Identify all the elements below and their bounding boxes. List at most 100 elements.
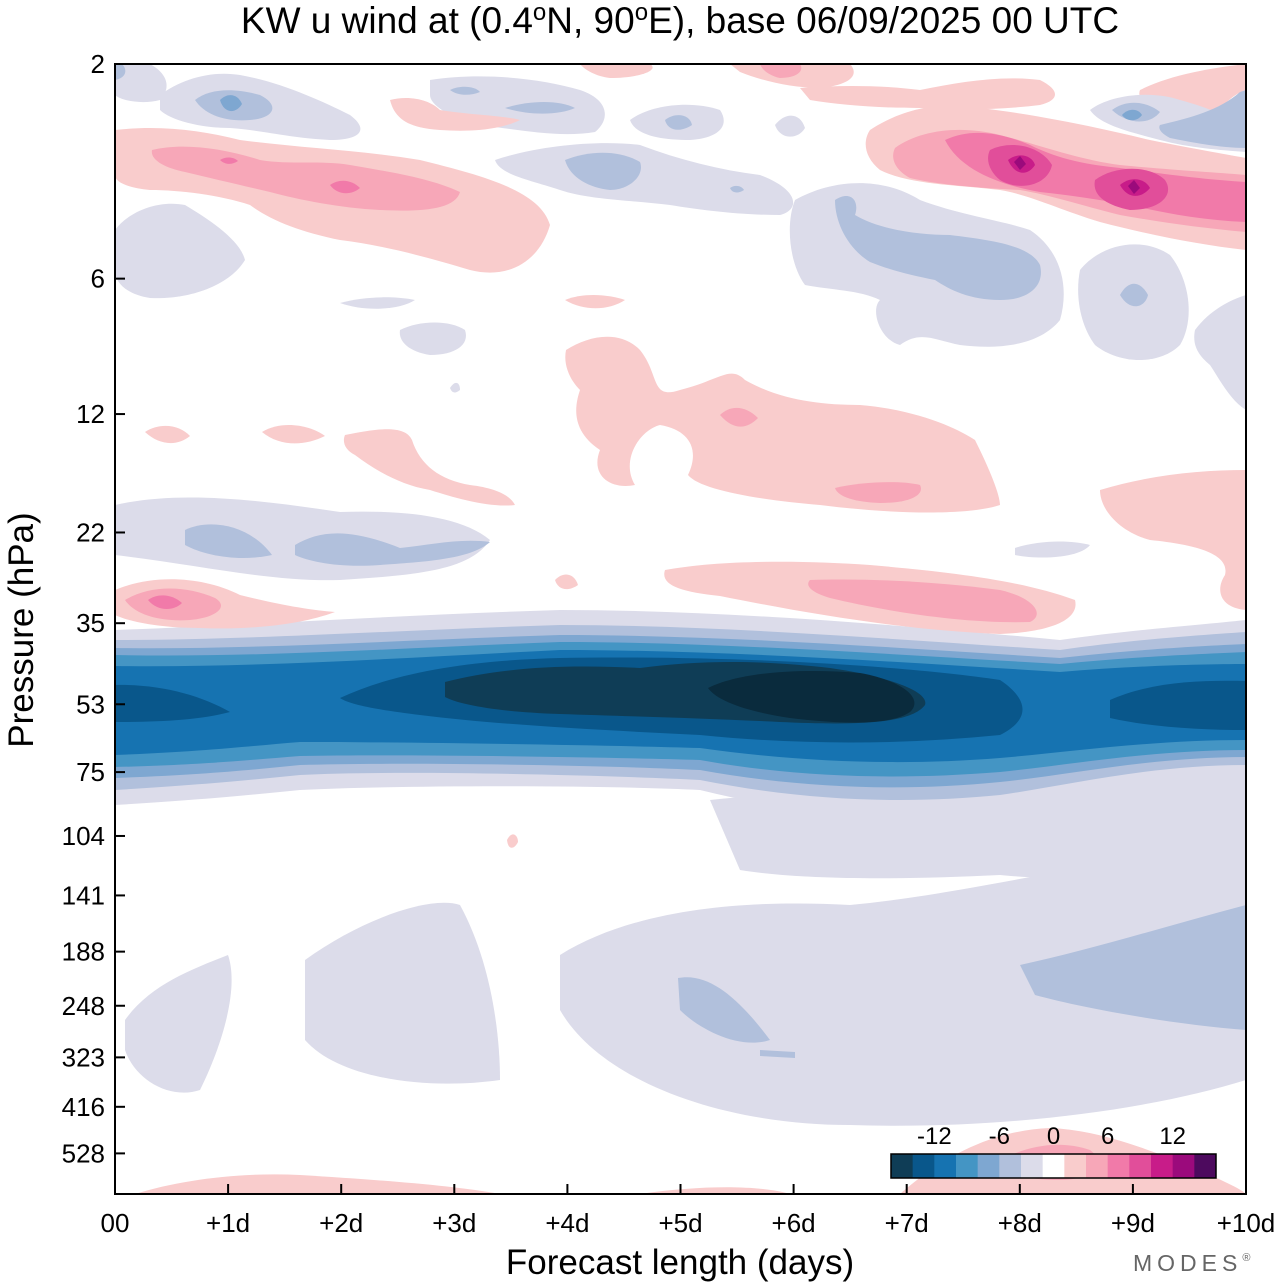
contour-upper-west-max-2 (1128, 180, 1140, 194)
y-tick-label: 141 (62, 880, 105, 910)
contour-mid-east-band-small (730, 185, 744, 193)
y-tick-label: 104 (62, 821, 105, 851)
contour-strat-west-band-strong-2 (220, 157, 238, 164)
contour-midstrat-west-mod (720, 407, 758, 427)
colorbar-cell (1042, 1154, 1065, 1178)
contour-jet-minus-12-west (115, 684, 230, 722)
contour-tropo-easterly-moderate-2 (678, 977, 770, 1043)
contour-top-east-left (115, 64, 167, 103)
contour-top-west-2-mod (760, 64, 802, 78)
contour-lowstrat-east-small (1015, 541, 1090, 558)
contour-upper-east-far-right-mod (1120, 283, 1148, 307)
colorbar-cell (1086, 1154, 1109, 1178)
y-tick-label: 22 (76, 517, 105, 547)
x-axis-label: Forecast length (days) (506, 1243, 854, 1282)
colorbar-cell (1172, 1154, 1195, 1178)
x-tick-label: +4d (545, 1208, 589, 1238)
colorbar: -12 -6 0 6 12 (890, 1123, 1217, 1179)
contour-upper-west-max-1 (1014, 156, 1026, 170)
contour-midstrat-east-left-2 (340, 297, 415, 309)
contour-bottom-west-weak (135, 1174, 500, 1194)
colorbar-cell (956, 1154, 979, 1178)
colorbar-cell (1107, 1154, 1130, 1178)
x-tick-label: +9d (1111, 1208, 1155, 1238)
contour-top-east-3b (450, 86, 480, 95)
y-tick-label: 528 (62, 1138, 105, 1168)
contour-top-east-3-mod (505, 102, 575, 114)
contour-tropo-easterly-weak-2 (305, 902, 500, 1084)
colorbar-cell (1064, 1154, 1087, 1178)
y-axis-label: Pressure (hPa) (2, 512, 41, 747)
colorbar-labels: -12 -6 0 6 12 (917, 1123, 1186, 1150)
colorbar-cell (1129, 1154, 1152, 1178)
contour-tropo-easterly-moderate-3 (760, 1050, 795, 1058)
title-part-2: N, 90 (546, 0, 634, 41)
y-tick-label: 188 (62, 937, 105, 967)
contour-midstrat-west-small-4 (507, 834, 518, 848)
contour-midstrat-west-weak (565, 336, 1000, 513)
contour-top-west-1 (580, 64, 653, 78)
y-tick-label: 416 (62, 1092, 105, 1122)
colorbar-label: 12 (1159, 1123, 1186, 1150)
title-degree-1: o (533, 0, 546, 26)
contour-tropo-easterly-weak (560, 840, 1246, 1126)
colorbar-label: -12 (917, 1123, 952, 1150)
contour-jet-minus-12-east (1110, 680, 1246, 730)
colorbar-cell (891, 1154, 914, 1178)
contour-midstrat-west-small-2 (262, 425, 325, 444)
contour-midstrat-east-dot (450, 382, 460, 393)
contour-top-east-right-mod-2 (1159, 90, 1246, 148)
y-tick-label: 323 (62, 1042, 105, 1072)
contour-strat-west-band-strong (330, 180, 360, 194)
contour-top-east-5 (775, 115, 805, 137)
colorbar-cells (891, 1154, 1217, 1178)
contour-top-west-4 (800, 78, 1055, 110)
y-tick-label: 248 (62, 991, 105, 1021)
contour-bottom-west-weak-2 (640, 1187, 790, 1194)
chart-title: KW u wind at (0.4oN, 90oE), base 06/09/2… (241, 0, 1119, 41)
contour-midstrat-west-small-5 (565, 295, 625, 309)
x-tick-label: +2d (319, 1208, 363, 1238)
contour-upper-east-edge (1194, 295, 1246, 410)
y-axis: 2 6 12 22 35 53 75 104 141 188 248 323 416 528 (62, 49, 125, 1168)
x-tick-label: +5d (658, 1208, 702, 1238)
contour-upper-east-right-mod (835, 195, 1041, 300)
contour-midstrat-east-left (399, 322, 466, 355)
colorbar-cell (999, 1154, 1022, 1178)
contour-lowstrat-west-right-2 (1100, 470, 1246, 610)
contour-top-east-left-mod (115, 64, 126, 80)
contour-field (115, 64, 1246, 1194)
contour-top-west-3 (390, 98, 520, 131)
contour-top-east-4-mod (665, 115, 692, 130)
y-tick-label: 75 (76, 757, 105, 787)
contour-tropo-easterly-moderate (1020, 905, 1246, 1030)
contour-midstrat-west-mod-2 (835, 482, 921, 503)
colorbar-cell (1194, 1154, 1217, 1178)
colorbar-cell (1151, 1154, 1174, 1178)
x-tick-label: +6d (772, 1208, 816, 1238)
colorbar-cell (977, 1154, 1000, 1178)
contour-lowstrat-west-strong (148, 595, 182, 610)
x-tick-label: +7d (885, 1208, 929, 1238)
title-degree-2: o (635, 0, 648, 26)
contour-lowstrat-east-mod (185, 524, 272, 559)
colorbar-frame (890, 1153, 1217, 1179)
x-tick-label: +3d (432, 1208, 476, 1238)
contour-upper-east-left (115, 203, 245, 299)
contour-top-east-2-strong (220, 95, 242, 112)
colorbar-cell (934, 1154, 957, 1178)
y-tick-label: 53 (76, 689, 105, 719)
title-part-1: KW u wind at (0.4 (241, 0, 533, 41)
contour-midstrat-west-left (343, 429, 515, 506)
contour-mid-east-band-mod (565, 152, 641, 190)
y-tick-label: 2 (91, 49, 105, 79)
colorbar-cell (1021, 1154, 1044, 1178)
contour-midstrat-west-small-3 (555, 574, 578, 590)
x-tick-label: 00 (101, 1208, 130, 1238)
y-tick-label: 12 (76, 399, 105, 429)
colorbar-label: -6 (989, 1123, 1010, 1150)
contour-lowstrat-west-right-mod (808, 579, 1037, 623)
y-tick-label: 35 (76, 608, 105, 638)
brand-mark: ® (1242, 1252, 1255, 1264)
